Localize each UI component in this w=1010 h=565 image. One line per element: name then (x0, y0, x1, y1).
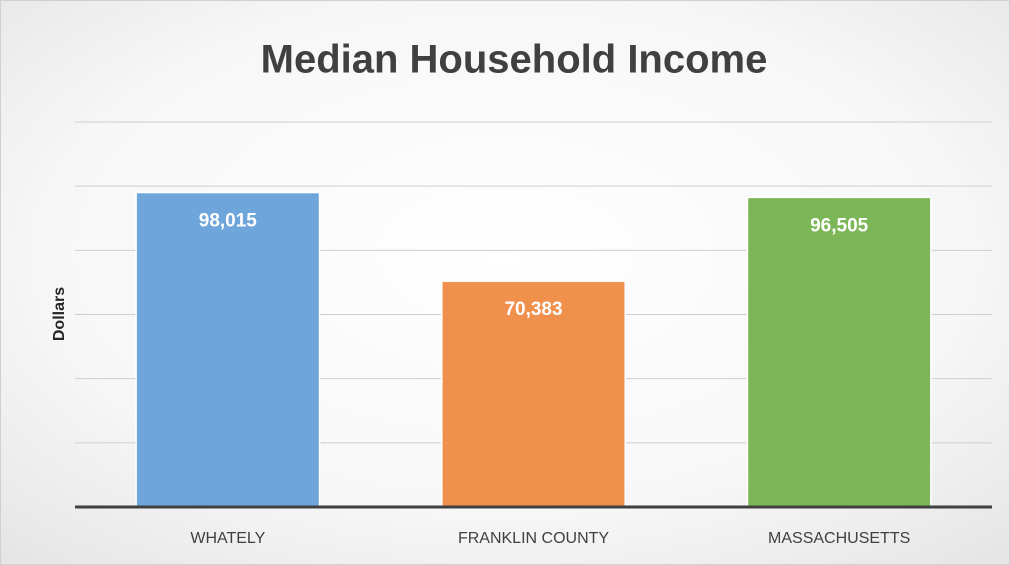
data-label: 70,383 (504, 299, 562, 320)
bar (135, 191, 321, 508)
bar (746, 196, 932, 508)
x-tick-label: FRANKLIN COUNTY (458, 530, 609, 547)
y-axis-label: Dollars (51, 287, 68, 341)
chart-title: Median Household Income (261, 38, 768, 82)
x-tick-label: WHATELY (190, 530, 265, 547)
x-tick-label: MASSACHUSETTS (768, 530, 910, 547)
bar (441, 280, 626, 508)
data-label: 98,015 (199, 211, 258, 232)
data-label: 96,505 (810, 215, 869, 236)
